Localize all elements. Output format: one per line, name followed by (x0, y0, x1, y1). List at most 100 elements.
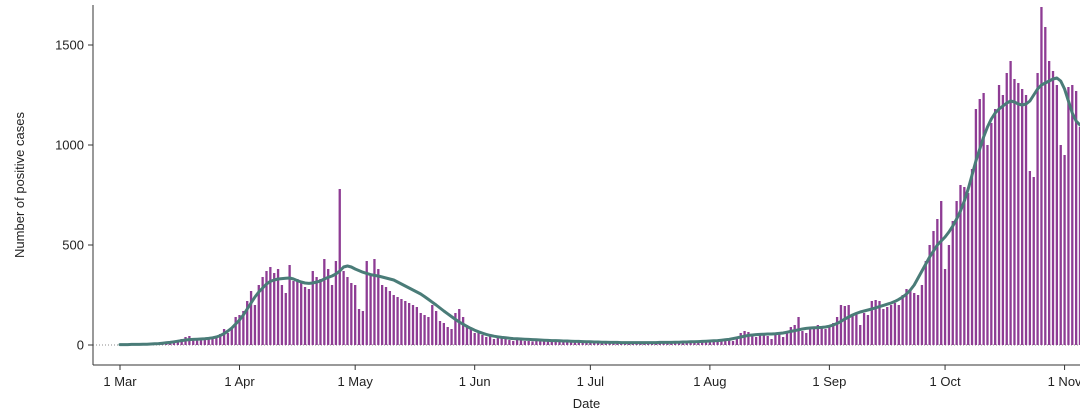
bar (1013, 79, 1016, 345)
bar (1028, 171, 1032, 345)
bar (1040, 7, 1043, 345)
bar (928, 245, 931, 345)
bar (215, 336, 218, 345)
bar (377, 269, 380, 345)
bar (222, 329, 226, 345)
bar (292, 281, 295, 345)
bar (693, 342, 696, 345)
bar (265, 271, 268, 345)
bar (801, 331, 804, 345)
bar (990, 123, 993, 345)
bar (986, 145, 989, 345)
bar (596, 343, 600, 345)
bar (400, 299, 403, 345)
bar (994, 109, 997, 345)
bar (1067, 87, 1070, 345)
bar (747, 332, 750, 345)
bar (577, 341, 580, 345)
bars-series (118, 7, 1080, 345)
bar (685, 342, 688, 345)
bar (342, 271, 345, 345)
bar (199, 338, 203, 345)
bar (612, 343, 615, 345)
bar (488, 336, 492, 345)
bar (284, 293, 287, 345)
bar (207, 337, 210, 345)
bar (450, 329, 453, 345)
bar (542, 340, 546, 345)
bar (500, 338, 503, 345)
bar (454, 313, 457, 345)
bar (905, 289, 908, 345)
bar (361, 311, 365, 345)
bar (558, 341, 561, 345)
bar (492, 339, 496, 345)
bar (812, 327, 816, 345)
bar (1078, 127, 1080, 345)
bar (257, 285, 260, 345)
x-tick-label: 1 Oct (930, 374, 961, 389)
x-tick-label: 1 Mar (103, 374, 137, 389)
bar (967, 193, 970, 345)
bar (481, 335, 484, 345)
bar (546, 341, 550, 345)
y-tick-label: 500 (62, 238, 84, 253)
bar (211, 338, 214, 345)
bar (743, 331, 746, 345)
bar (589, 342, 592, 345)
bar (242, 311, 245, 345)
bar (311, 271, 314, 345)
bar (920, 285, 924, 345)
bar (1059, 145, 1062, 345)
bar (307, 289, 311, 345)
bar (1036, 73, 1039, 345)
bar (1021, 89, 1024, 345)
bar (893, 303, 897, 345)
bar (392, 295, 395, 345)
bar (415, 307, 419, 345)
bar (1024, 95, 1028, 345)
bar (404, 301, 407, 345)
bar (824, 329, 827, 345)
bar (346, 277, 349, 345)
bar (805, 333, 808, 345)
bar (731, 341, 735, 345)
bar (662, 343, 665, 345)
bar (751, 335, 754, 345)
bar (1048, 61, 1051, 345)
bar (843, 306, 846, 345)
bar (874, 300, 877, 345)
x-tick-label: 1 Jun (459, 374, 491, 389)
x-axis-ticks: 1 Mar 1 Apr 1 May 1 Jun 1 Jul 1 Aug 1 Sep 1 Oct… (103, 365, 1080, 389)
bar (238, 315, 241, 345)
bar (635, 343, 638, 345)
bar (496, 337, 499, 345)
bar (897, 305, 900, 345)
bar (847, 305, 850, 345)
bar (886, 307, 889, 345)
bar (411, 305, 415, 345)
bar (940, 201, 943, 345)
bar (781, 337, 785, 345)
bar (334, 261, 338, 345)
bar (1017, 83, 1020, 345)
average-line (118, 76, 1080, 347)
bar (469, 329, 472, 345)
bar (423, 315, 426, 345)
bar (338, 189, 341, 345)
bar (889, 305, 893, 345)
bar (724, 340, 727, 345)
bar (554, 342, 557, 345)
bar (943, 269, 947, 345)
bar (381, 285, 384, 345)
bar (300, 283, 303, 345)
bar (434, 311, 438, 345)
bar (249, 291, 253, 345)
bar (330, 285, 334, 345)
bar (512, 341, 515, 345)
bar (1071, 85, 1074, 345)
bar (758, 333, 762, 345)
bar (461, 317, 465, 345)
bar (388, 291, 392, 345)
